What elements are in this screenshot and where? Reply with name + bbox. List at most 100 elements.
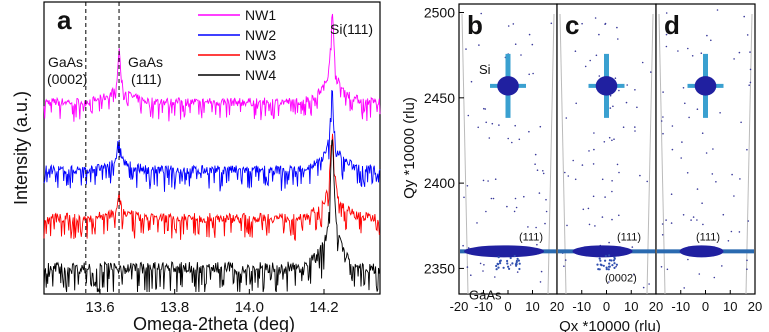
- noise-dot: [565, 117, 568, 119]
- noise-dot: [470, 274, 472, 277]
- annotation-si-111: Si(111): [330, 21, 373, 37]
- noise-dot: [721, 265, 723, 267]
- noise-dot: [682, 87, 685, 89]
- noise-dot: [680, 157, 682, 159]
- diffuse-dot: [602, 264, 605, 267]
- x-tick-label: -10: [474, 299, 493, 314]
- noise-dot: [634, 126, 636, 128]
- y-axis-label-a: Intensity (a.u.): [11, 91, 31, 205]
- noise-dot: [494, 178, 497, 180]
- noise-dot: [601, 216, 604, 218]
- noise-dot: [613, 138, 615, 140]
- diffuse-dot: [599, 263, 602, 266]
- noise-dot: [746, 268, 748, 271]
- annotation-gaas-0002-text: GaAs: [48, 54, 83, 70]
- noise-dot: [660, 120, 663, 122]
- noise-dot: [542, 172, 545, 175]
- noise-dot: [539, 125, 542, 128]
- noise-dot: [608, 241, 610, 244]
- noise-dot: [666, 268, 669, 271]
- x-tick-label: 13.8: [160, 299, 189, 316]
- gaas-111-label: (111): [696, 231, 720, 243]
- y-axis-ticks-bcd: 2350 2400 2450 2500: [424, 5, 464, 276]
- noise-dot: [598, 33, 600, 36]
- legend-label-nw2: NW2: [245, 27, 276, 43]
- noise-dot: [527, 226, 529, 228]
- diffuse-dot: [518, 267, 521, 271]
- diffuse-dot: [597, 268, 600, 271]
- noise-dot: [746, 34, 749, 36]
- noise-dot: [520, 54, 522, 56]
- noise-dot: [722, 213, 725, 216]
- noise-dot: [701, 202, 703, 204]
- diffuse-dot: [497, 266, 500, 269]
- noise-dot: [465, 48, 467, 50]
- noise-dot: [483, 264, 485, 266]
- noise-dot: [618, 171, 620, 174]
- gaas-111-label: (111): [617, 231, 641, 243]
- diffuse-dot: [518, 262, 521, 265]
- noise-dot: [692, 216, 695, 218]
- noise-dot: [616, 163, 619, 166]
- scan-edge: [646, 13, 654, 295]
- noise-dot: [477, 25, 480, 28]
- noise-dot: [748, 84, 750, 86]
- noise-dot: [601, 178, 604, 181]
- noise-dot: [582, 208, 585, 211]
- noise-dot: [739, 178, 741, 180]
- noise-dot: [550, 22, 553, 25]
- noise-dot: [528, 73, 530, 76]
- noise-dot: [671, 125, 674, 127]
- noise-dot: [539, 281, 542, 283]
- diffuse-dot: [611, 264, 614, 267]
- noise-dot: [611, 139, 613, 142]
- diffuse-dot: [499, 262, 502, 265]
- diffuse-dot: [615, 263, 619, 266]
- noise-dot: [740, 121, 742, 124]
- scan-edge: [547, 13, 555, 295]
- noise-dot: [523, 195, 525, 198]
- noise-dot: [660, 266, 663, 268]
- diffuse-dot: [507, 265, 510, 268]
- diffuse-dot: [495, 264, 498, 268]
- noise-dot: [584, 65, 587, 68]
- noise-dot: [514, 124, 516, 127]
- diffuse-dot: [514, 263, 518, 266]
- noise-dot: [574, 50, 577, 52]
- xrd-panel-a: 13.6 13.8 14.0 14.2 a GaAs (0002) GaAs (111…: [11, 1, 381, 332]
- noise-dot: [581, 22, 583, 25]
- panel-d-letter: d: [664, 10, 680, 40]
- noise-dot: [661, 223, 664, 225]
- noise-dot: [719, 112, 721, 114]
- noise-dot: [480, 12, 483, 15]
- noise-dot: [686, 172, 689, 174]
- x-tick-label: 0: [603, 299, 610, 314]
- noise-dot: [536, 169, 539, 171]
- diffuse-dot: [502, 266, 505, 269]
- rsm-panel-d: (111) d: [655, 3, 756, 295]
- noise-dot: [572, 159, 574, 162]
- gaas-0002-label: (0002): [605, 272, 637, 284]
- noise-dot: [507, 25, 510, 27]
- noise-dot: [483, 107, 485, 110]
- noise-dot: [706, 34, 708, 37]
- annotation-gaas-111-text: GaAs: [128, 54, 163, 70]
- legend: NW1 NW2 NW3 NW4: [198, 7, 276, 83]
- noise-dot: [634, 89, 636, 91]
- series-nw1-line: [43, 13, 381, 122]
- noise-dot: [749, 68, 752, 71]
- noise-dot: [713, 276, 716, 279]
- x-tick-label: 0: [504, 299, 511, 314]
- noise-dot: [534, 153, 537, 156]
- noise-dot: [564, 259, 567, 261]
- noise-dot: [511, 141, 513, 144]
- noise-dot: [484, 108, 487, 110]
- diffuse-dot: [608, 262, 611, 265]
- noise-dot: [671, 148, 674, 151]
- noise-dot: [574, 178, 577, 181]
- gaas-peak-contour: [572, 245, 633, 258]
- noise-dot: [636, 106, 638, 109]
- annotation-gaas-111-sub: (111): [131, 71, 162, 87]
- noise-dot: [609, 107, 612, 109]
- noise-dot: [588, 223, 591, 226]
